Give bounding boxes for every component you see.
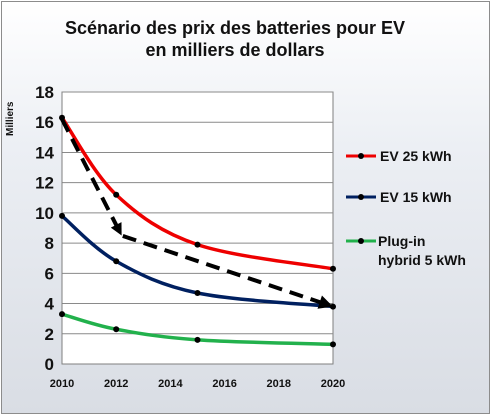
data-point-ev-15-kwh-2010: [59, 212, 65, 219]
data-point-ev-25-kwh-2010: [59, 114, 65, 121]
legend-marker-plugin: [358, 238, 364, 244]
y-tick-label-16: 16: [35, 113, 54, 132]
trend-arrow-bend-head: [110, 222, 122, 236]
y-tick-label-6: 6: [45, 264, 54, 283]
legend-label-plugin-line1: Plug-in: [378, 233, 425, 249]
trend-arrow-head: [317, 295, 333, 309]
axes: [61, 92, 333, 365]
x-tick-label-2014: 2014: [158, 378, 183, 390]
legend-label-plugin-line2: hybrid 5 kWh: [378, 252, 466, 268]
chart-title-line1: Scénario des prix des batteries pour EV: [64, 18, 406, 38]
data-point-plug-in-hybrid-5-kwh-2010: [59, 311, 65, 318]
y-tick-label-8: 8: [45, 234, 54, 253]
series-markers: [59, 114, 336, 348]
data-point-plug-in-hybrid-5-kwh-2020: [330, 341, 336, 348]
y-tick-label-12: 12: [35, 174, 54, 193]
data-point-ev-15-kwh-2012: [113, 258, 120, 265]
x-tick-label-2018: 2018: [267, 378, 291, 390]
y-tick-label-4: 4: [45, 295, 55, 314]
trend-arrow-line: [60, 118, 327, 306]
x-tick-label-2010: 2010: [50, 378, 74, 390]
data-point-ev-25-kwh-2015: [194, 241, 201, 248]
plot-area: [61, 91, 334, 365]
series-line-ev-15-kwh: [60, 214, 335, 309]
series-line-plug-in-hybrid-5-kwh: [60, 312, 335, 347]
legend-marker-ev25: [358, 153, 364, 159]
y-tick-label-10: 10: [35, 204, 54, 223]
series-lines: [60, 115, 335, 347]
x-tick-label-2012: 2012: [104, 378, 128, 390]
legend: EV 25 kWh EV 15 kWh Plug-in hybrid 5 kWh: [346, 148, 466, 268]
data-point-ev-15-kwh-2020: [330, 303, 336, 310]
y-tick-label-2: 2: [45, 325, 54, 344]
data-point-ev-25-kwh-2020: [330, 265, 336, 272]
y-tick-label-0: 0: [45, 355, 54, 374]
y-tick-label-18: 18: [35, 83, 54, 102]
data-point-ev-25-kwh-2012: [113, 191, 120, 198]
legend-label-ev15: EV 15 kWh: [380, 189, 452, 205]
data-point-ev-15-kwh-2015: [194, 289, 201, 296]
y-tick-label-14: 14: [35, 143, 54, 162]
tick-labels: 0 2 4 6 8 10 12 14 16 18 2010 2012 2014 2016 2018 2020: [35, 83, 345, 390]
data-point-plug-in-hybrid-5-kwh-2012: [113, 326, 120, 333]
x-tick-label-2020: 2020: [321, 378, 345, 390]
legend-label-ev25: EV 25 kWh: [380, 148, 452, 164]
data-point-plug-in-hybrid-5-kwh-2015: [194, 336, 201, 343]
chart-title: Scénario des prix des batteries pour EV …: [0, 17, 470, 61]
legend-marker-ev15: [358, 194, 364, 200]
chart-title-line2: en milliers de dollars: [145, 40, 325, 60]
x-tick-label-2016: 2016: [212, 378, 236, 390]
y-axis-label: Milliers: [5, 101, 16, 136]
trend-arrow: [60, 118, 333, 309]
plot-area-group: [61, 91, 334, 365]
series-line-ev-25-kwh: [60, 115, 335, 271]
